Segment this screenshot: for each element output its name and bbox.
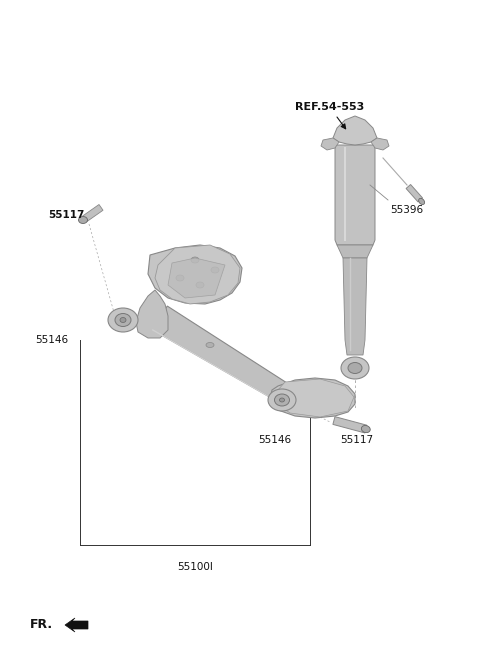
Text: 55146: 55146	[258, 435, 291, 445]
Polygon shape	[136, 290, 168, 338]
Polygon shape	[333, 116, 377, 145]
Polygon shape	[335, 145, 375, 245]
Polygon shape	[333, 417, 367, 433]
Ellipse shape	[279, 398, 285, 402]
Text: REF.54-553: REF.54-553	[295, 102, 364, 129]
Polygon shape	[276, 379, 354, 417]
Ellipse shape	[341, 357, 369, 379]
Ellipse shape	[206, 342, 214, 348]
Ellipse shape	[419, 198, 425, 204]
Polygon shape	[83, 204, 103, 221]
Ellipse shape	[108, 308, 138, 332]
Text: 55117: 55117	[340, 435, 373, 445]
Polygon shape	[65, 618, 88, 632]
Polygon shape	[343, 258, 367, 355]
Ellipse shape	[79, 217, 87, 223]
Ellipse shape	[275, 394, 289, 406]
Text: FR.: FR.	[30, 618, 53, 631]
Polygon shape	[153, 306, 300, 409]
Polygon shape	[406, 185, 422, 202]
Ellipse shape	[268, 389, 296, 411]
Ellipse shape	[211, 267, 219, 273]
Polygon shape	[371, 138, 389, 150]
Ellipse shape	[348, 363, 362, 373]
Text: 55146: 55146	[35, 335, 68, 345]
Ellipse shape	[176, 275, 184, 281]
Ellipse shape	[115, 313, 131, 327]
Polygon shape	[270, 378, 355, 418]
Ellipse shape	[361, 426, 370, 432]
Text: 55396: 55396	[390, 205, 423, 215]
Text: 55117: 55117	[48, 210, 84, 220]
Polygon shape	[168, 258, 225, 298]
Polygon shape	[155, 245, 240, 304]
Polygon shape	[321, 138, 339, 150]
Polygon shape	[337, 245, 373, 258]
Polygon shape	[148, 245, 242, 304]
Ellipse shape	[191, 257, 199, 263]
Ellipse shape	[120, 317, 126, 323]
Ellipse shape	[196, 282, 204, 288]
Text: 55100l: 55100l	[177, 562, 213, 572]
